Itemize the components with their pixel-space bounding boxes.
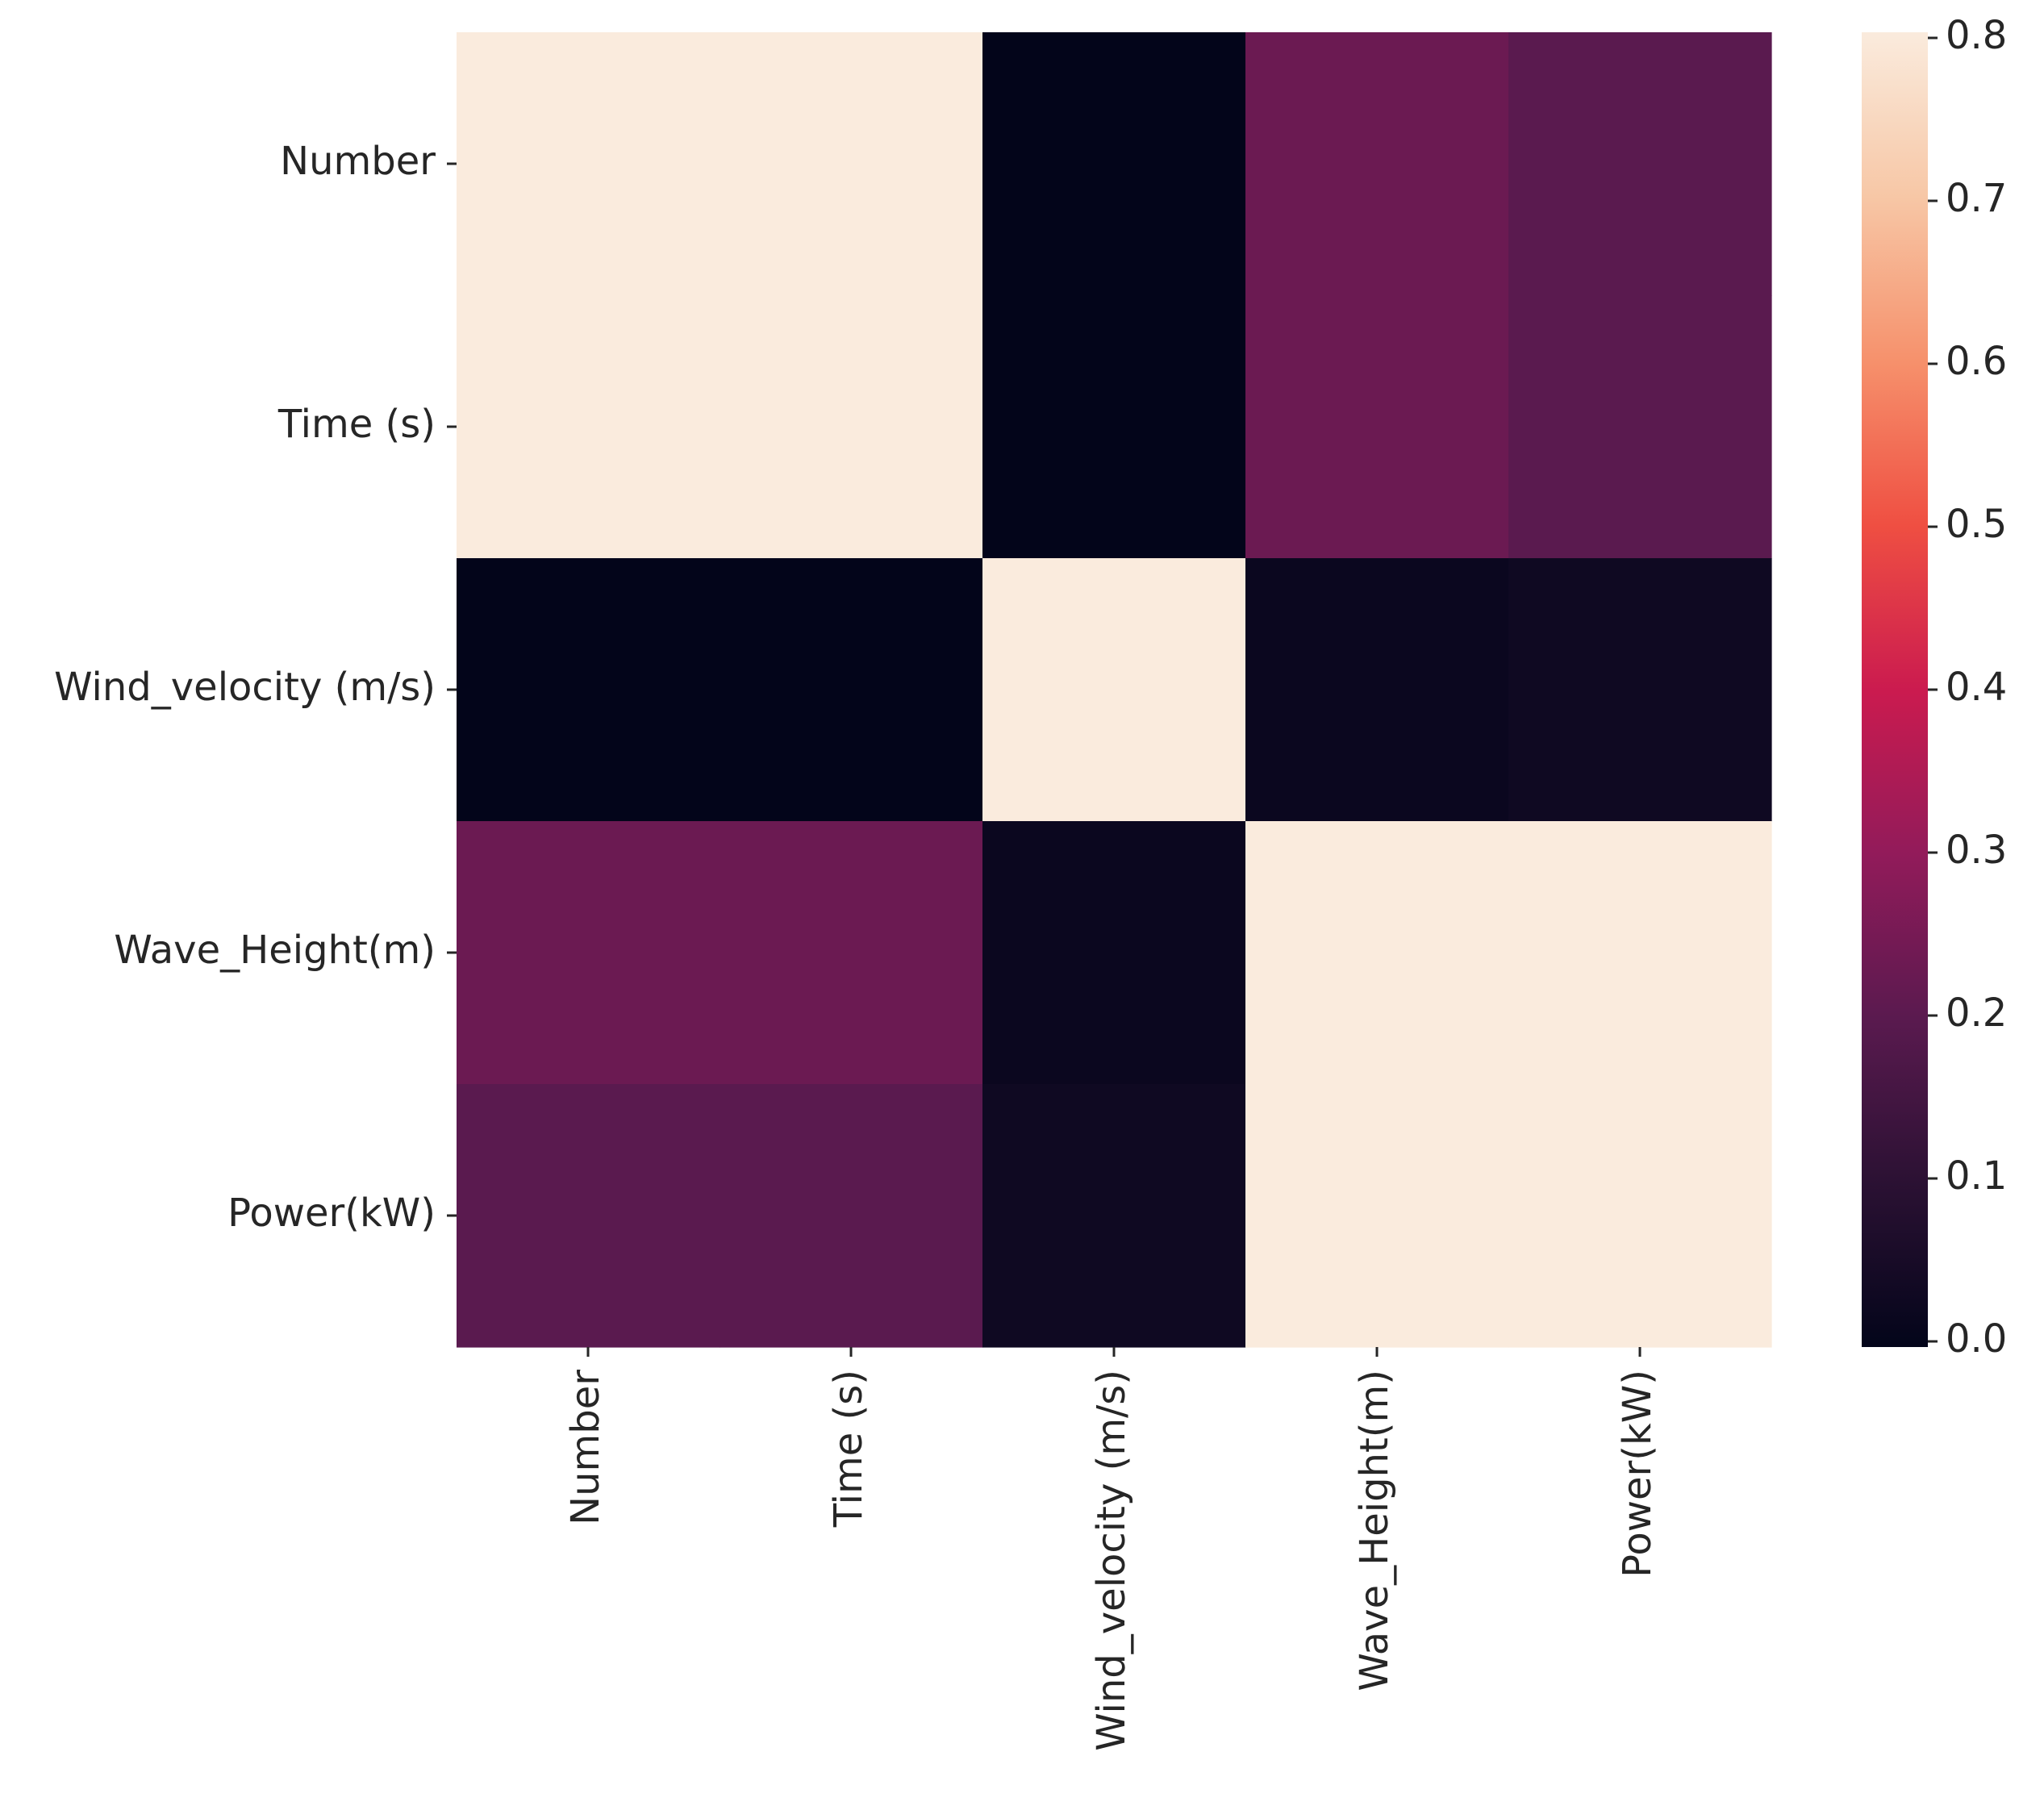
heatmap-cell xyxy=(457,32,720,296)
heatmap-cell xyxy=(720,558,983,822)
heatmap-cell xyxy=(1245,295,1509,559)
y-tick-label: Time (s) xyxy=(277,402,436,447)
x-tick-label: Number xyxy=(563,1370,608,1525)
colorbar-tick-label: 0.1 xyxy=(1946,1153,2007,1199)
colorbar-tick-label: 0.8 xyxy=(1946,13,2007,58)
colorbar-tick-label: 0.6 xyxy=(1946,339,2007,384)
heatmap-cell xyxy=(1245,821,1509,1085)
colorbar: 0.0 0.1 0.2 0.3 0.4 0.5 0.6 0.7 0.8 xyxy=(1862,13,2007,1362)
heatmap-cell xyxy=(1245,32,1509,296)
y-tick-label: Wave_Height(m) xyxy=(114,928,436,973)
heatmap-cell xyxy=(1508,1084,1772,1348)
colorbar-tick-label: 0.2 xyxy=(1946,991,2007,1036)
heatmap-cell xyxy=(1508,32,1772,296)
heatmap-cell xyxy=(982,32,1246,296)
x-tick-label: Power(kW) xyxy=(1615,1370,1660,1578)
heatmap-cell xyxy=(457,1084,720,1348)
heatmap-cell xyxy=(457,821,720,1085)
heatmap-cell xyxy=(1508,821,1772,1085)
colorbar-tick-label: 0.4 xyxy=(1946,665,2007,710)
colorbar-tick-label: 0.0 xyxy=(1946,1316,2007,1362)
heatmap-cells xyxy=(457,32,1772,1348)
y-tick-label: Number xyxy=(280,139,436,184)
x-tick-label: Wave_Height(m) xyxy=(1352,1370,1397,1691)
heatmap-cell xyxy=(1508,558,1772,822)
heatmap-cell xyxy=(982,558,1246,822)
x-tick-label: Time (s) xyxy=(826,1370,871,1528)
heatmap-cell xyxy=(982,821,1246,1085)
colorbar-tick-label: 0.3 xyxy=(1946,828,2007,873)
heatmap-cell xyxy=(457,558,720,822)
x-axis: Number Time (s) Wind_velocity (m/s) Wave_He… xyxy=(563,1347,1660,1751)
colorbar-gradient xyxy=(1862,32,1928,1347)
heatmap-cell xyxy=(982,1084,1246,1348)
y-tick-label: Wind_velocity (m/s) xyxy=(54,665,436,710)
heatmap-cell xyxy=(1245,558,1509,822)
heatmap-cell xyxy=(457,295,720,559)
x-tick-label: Wind_velocity (m/s) xyxy=(1089,1370,1134,1751)
heatmap-cell xyxy=(982,295,1246,559)
heatmap-cell xyxy=(720,295,983,559)
heatmap-cell xyxy=(720,1084,983,1348)
heatmap-cell xyxy=(1245,1084,1509,1348)
heatmap-cell xyxy=(720,32,983,296)
heatmap-cell xyxy=(720,821,983,1085)
y-axis: Number Time (s) Wind_velocity (m/s) Wave_He… xyxy=(54,139,457,1236)
y-tick-label: Power(kW) xyxy=(227,1191,436,1236)
colorbar-tick-label: 0.5 xyxy=(1946,502,2007,547)
colorbar-tick-label: 0.7 xyxy=(1946,176,2007,221)
heatmap-cell xyxy=(1508,295,1772,559)
